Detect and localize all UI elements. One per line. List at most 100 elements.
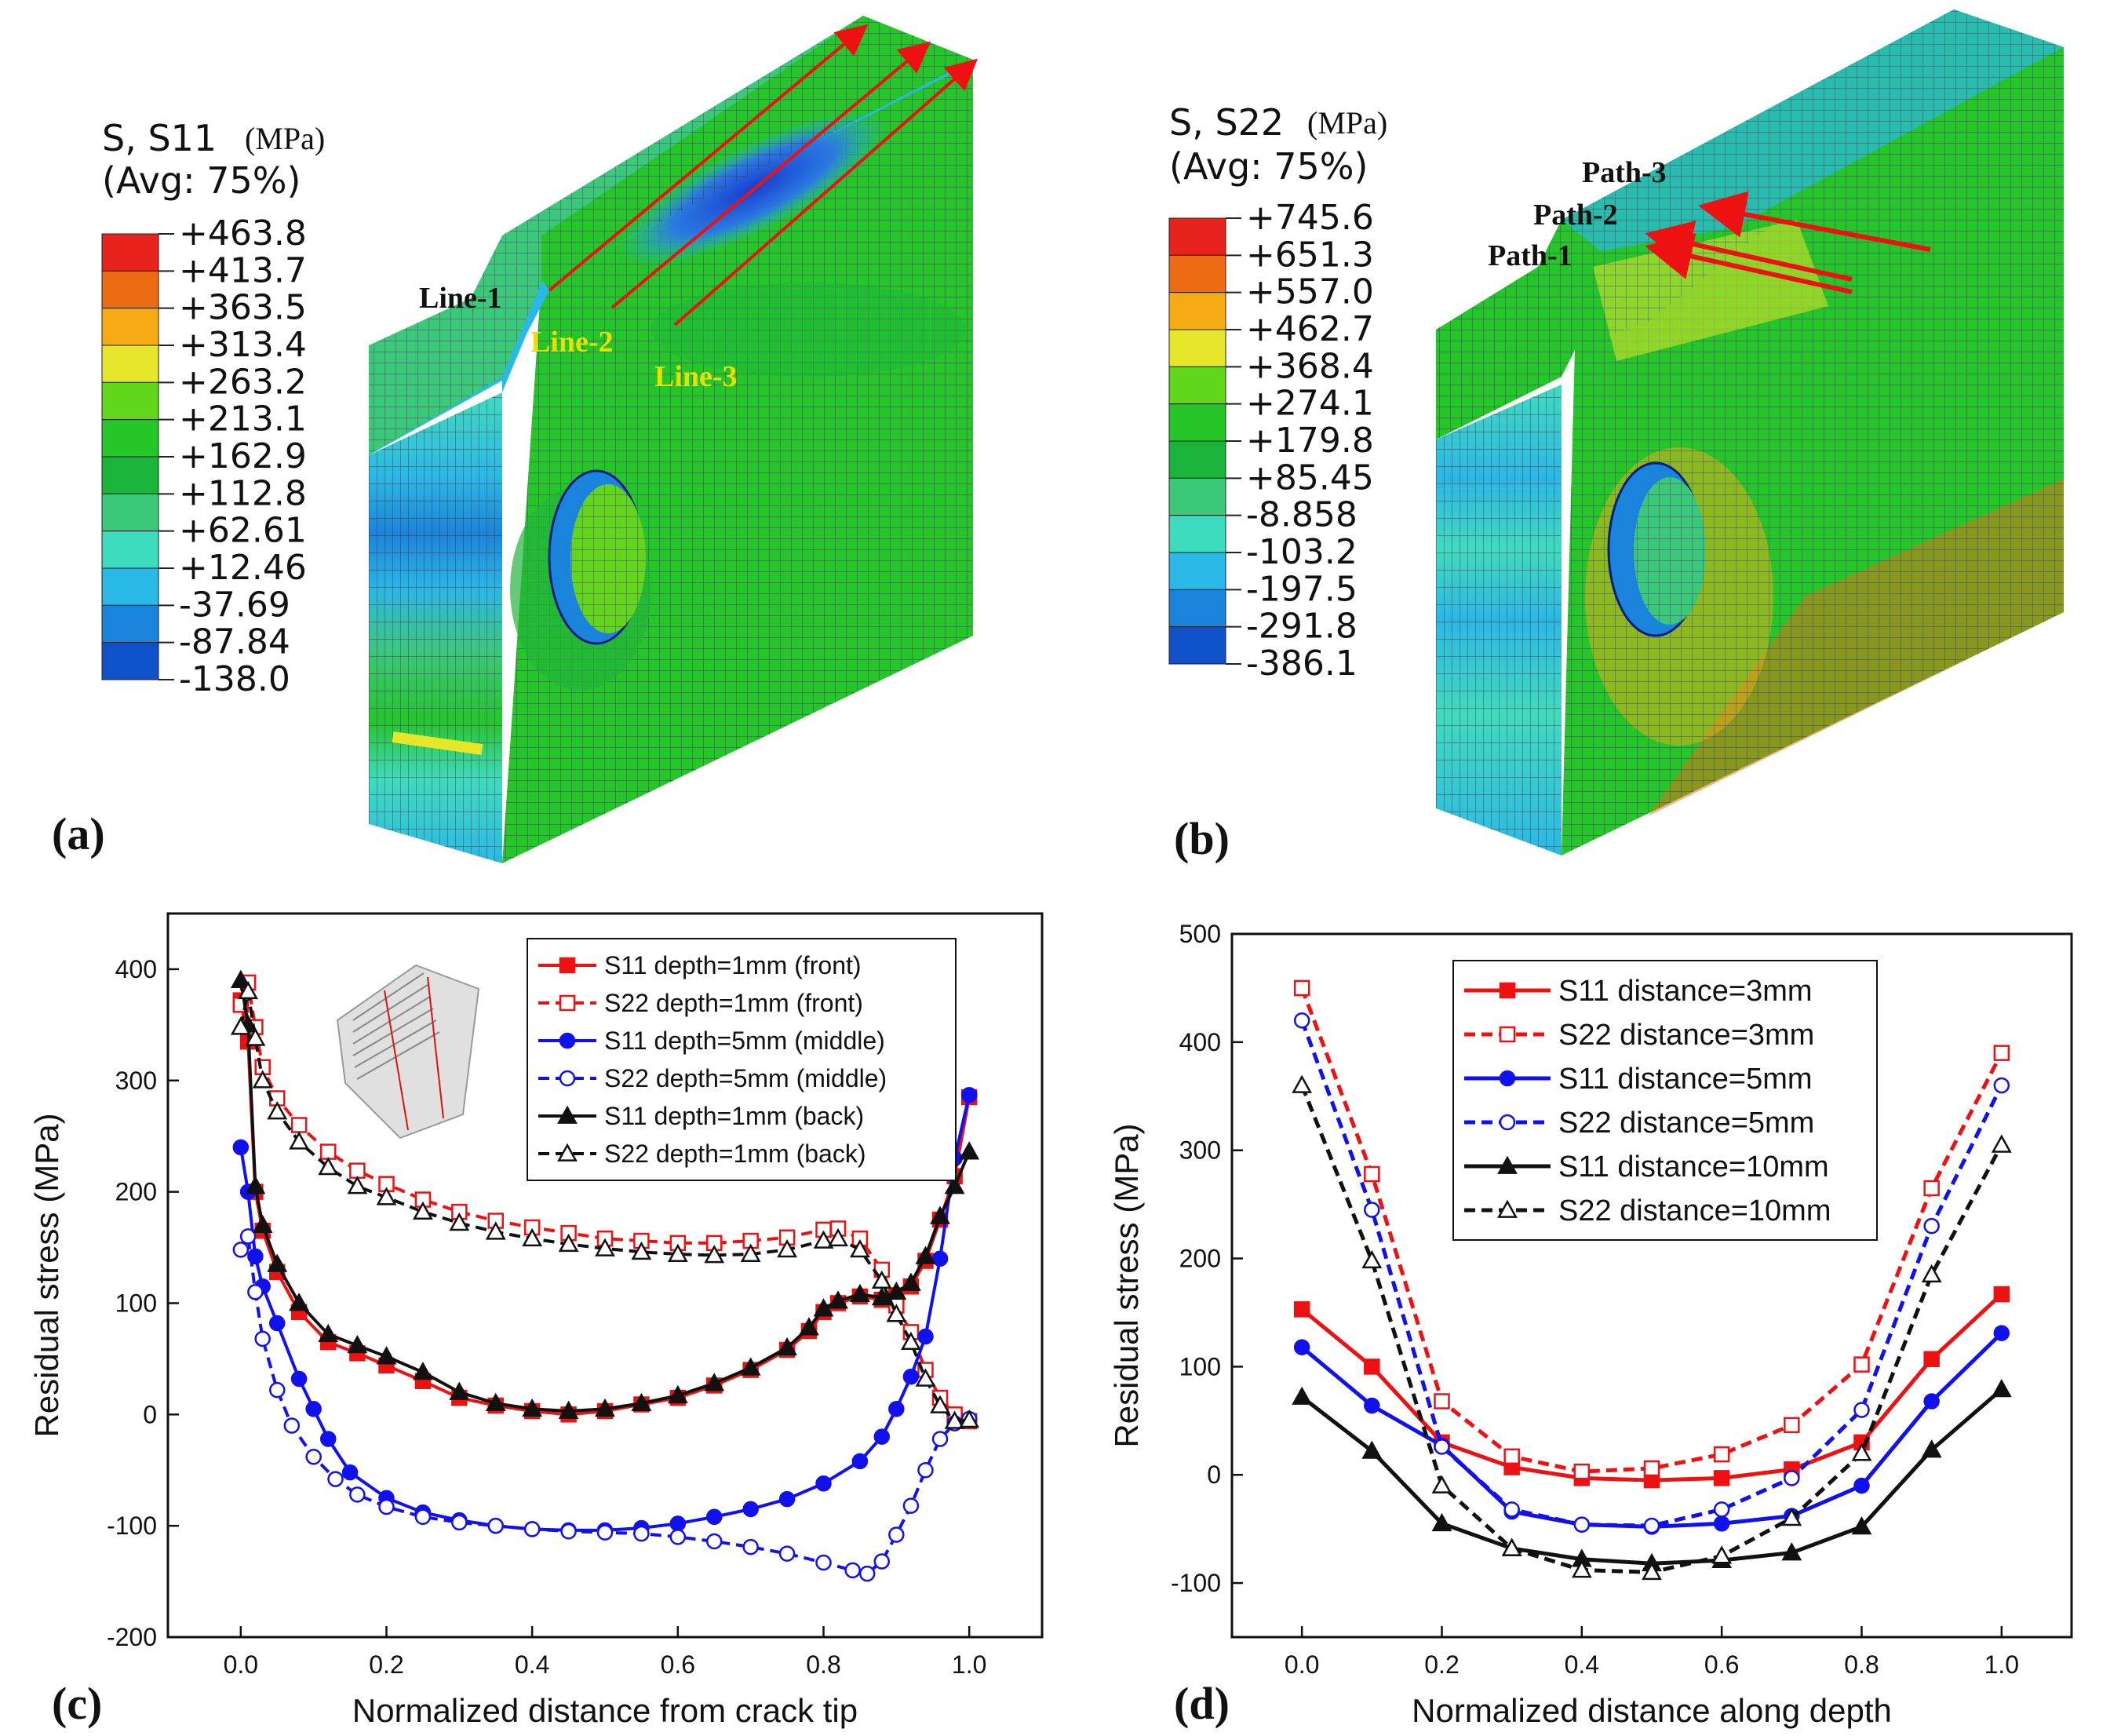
colorbar-swatch <box>101 419 159 458</box>
data-point <box>902 1368 920 1385</box>
line-1-arrow <box>548 24 869 292</box>
data-point <box>740 1243 761 1262</box>
colorbar-b: +745.6+651.3+557.0+462.7+368.4+274.1+179… <box>1168 198 1374 684</box>
colorbar-label: +263.2 <box>179 362 307 402</box>
legend-entry: S22 depth=1mm (front) <box>604 989 863 1017</box>
colorbar-swatch <box>1168 626 1226 665</box>
colorbar-swatch <box>1168 366 1226 405</box>
data-point <box>1923 1180 1940 1197</box>
series-line <box>1299 987 2004 1474</box>
y-tick-label: 300 <box>115 1067 157 1095</box>
fe-model-a <box>369 16 979 863</box>
data-point <box>813 1298 834 1317</box>
data-point <box>1713 1446 1730 1463</box>
data-point <box>886 1304 907 1322</box>
data-point <box>828 1227 848 1247</box>
data-point <box>1713 1470 1730 1486</box>
data-point <box>283 1417 301 1434</box>
data-point <box>232 1242 250 1258</box>
data-point <box>1993 1045 2010 1061</box>
data-point <box>1853 1402 1870 1418</box>
data-point <box>1499 1070 1516 1087</box>
colorbar-label: +651.3 <box>1246 235 1374 275</box>
y-tick-label: 0 <box>1207 1461 1221 1489</box>
plot-frame <box>1230 932 2073 1639</box>
data-point <box>706 1533 723 1550</box>
data-point <box>1711 1545 1733 1564</box>
y-axis-title: Residual stress (MPa) <box>1108 1123 1145 1447</box>
data-point <box>631 1241 652 1260</box>
x-tick-label: 0.2 <box>369 1650 403 1679</box>
legend-entry: S11 depth=5mm (middle) <box>604 1027 885 1055</box>
data-point <box>1361 1440 1383 1459</box>
data-point <box>319 1143 337 1160</box>
data-point <box>888 1526 905 1543</box>
data-point <box>1364 1202 1380 1218</box>
data-point <box>1571 1559 1592 1578</box>
data-point <box>1364 1165 1380 1183</box>
legend-entry: S11 depth=1mm (back) <box>604 1102 864 1130</box>
data-point <box>449 1212 470 1231</box>
data-point <box>1713 1515 1730 1532</box>
colorbar-swatch <box>101 531 159 569</box>
data-point <box>349 1486 366 1503</box>
y-tick-label: 400 <box>1179 1028 1221 1056</box>
data-point <box>1503 1448 1520 1465</box>
data-point <box>1364 1359 1380 1375</box>
colorbar-swatch <box>101 493 159 532</box>
data-point <box>667 1243 688 1262</box>
x-tick-label: 0.4 <box>1565 1650 1599 1679</box>
data-point <box>1497 1155 1518 1174</box>
series-s22-depth-5mm-middle- <box>232 1228 978 1582</box>
colorbar-swatch <box>101 308 159 346</box>
data-point <box>414 1508 432 1526</box>
data-point <box>930 1395 950 1413</box>
data-point <box>327 1471 344 1487</box>
legend-entry: S22 distance=5mm <box>1558 1107 1814 1140</box>
legend-title-b: S, S22 <box>1169 101 1284 144</box>
series-s22-distance-3mm <box>1293 979 2010 1480</box>
data-point <box>1293 1012 1310 1029</box>
data-point <box>376 1346 397 1365</box>
data-point <box>742 1501 759 1518</box>
callout-line-1: Line-1 <box>419 282 502 315</box>
data-point <box>557 1105 578 1124</box>
data-point <box>239 1228 257 1245</box>
x-tick-label: 0.6 <box>1704 1650 1739 1679</box>
data-point <box>799 1317 819 1336</box>
x-tick-label: 0.8 <box>1844 1650 1879 1679</box>
data-point <box>917 1328 934 1345</box>
data-point <box>1713 1501 1730 1518</box>
data-point <box>522 1398 543 1417</box>
data-point <box>230 1016 251 1035</box>
y-tick-label: 200 <box>115 1178 157 1206</box>
line-2-arrow <box>610 41 931 309</box>
data-point <box>254 1330 271 1348</box>
data-point <box>1499 982 1516 999</box>
path-2-arrow <box>1645 221 1853 282</box>
data-point <box>451 1514 468 1531</box>
data-point <box>1991 1378 2012 1398</box>
data-point <box>596 1524 614 1541</box>
colorbar-label: +213.1 <box>179 399 307 439</box>
colorbar-swatch <box>1168 515 1226 553</box>
callout-line-2: Line-2 <box>530 326 614 359</box>
x-axis-title: Normalized distance along depth <box>1412 1692 1892 1729</box>
data-point <box>815 1554 832 1571</box>
colorbar-swatch <box>101 345 159 383</box>
data-point <box>851 1453 869 1470</box>
data-point <box>915 1368 936 1387</box>
data-point <box>305 1400 322 1417</box>
colorbar-label: +462.7 <box>1246 309 1374 349</box>
data-point <box>485 1392 506 1412</box>
colorbar-label: +179.8 <box>1246 421 1374 461</box>
data-point <box>777 1239 798 1258</box>
y-tick-label: 300 <box>1179 1136 1221 1165</box>
colorbar-swatch <box>1168 292 1226 330</box>
colorbar-label: +274.1 <box>1246 384 1374 424</box>
panel-d: 0.0 0.2 0.4 0.6 0.8 1.0 -100 0 100 200 300 400 500 No… <box>1108 920 2073 1729</box>
legend-avg-a: (Avg: 75%) <box>102 159 301 202</box>
data-point <box>1499 1026 1516 1043</box>
colorbar-swatch <box>101 270 159 309</box>
y-tick-label: -200 <box>107 1623 157 1651</box>
